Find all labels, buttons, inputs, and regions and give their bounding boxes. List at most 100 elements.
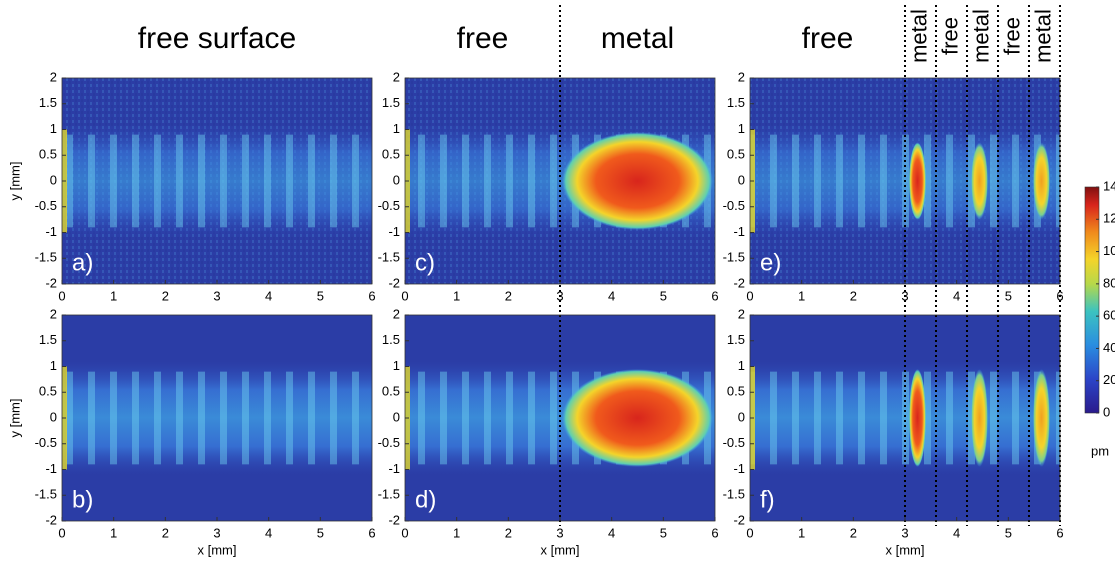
y-tick-label: 1 <box>738 121 745 136</box>
colorbar-tick-label: 100 <box>1103 243 1115 258</box>
y-tick-label: 1 <box>393 358 400 373</box>
x-tick-label: 3 <box>213 288 220 303</box>
column-header: free <box>457 22 509 55</box>
y-tick-label: 1.5 <box>727 332 745 347</box>
y-tick-label: -1.5 <box>378 487 400 502</box>
y-tick-label: -0.5 <box>35 198 57 213</box>
x-tick-label: 5 <box>1005 288 1012 303</box>
x-tick-label: 0 <box>746 525 753 540</box>
panel-label: f) <box>760 486 775 513</box>
y-tick-label: 0.5 <box>382 384 400 399</box>
panel-label: b) <box>72 486 93 513</box>
y-tick-label: -0.5 <box>378 198 400 213</box>
y-tick-label: 0 <box>50 409 57 424</box>
colorbar <box>1085 187 1099 413</box>
x-tick-label: 4 <box>953 525 960 540</box>
y-tick-label: 2 <box>393 306 400 321</box>
y-tick-label: -1 <box>45 461 57 476</box>
colorbar-tick-label: 60 <box>1103 308 1115 323</box>
y-tick-label: -1.5 <box>35 250 57 265</box>
column-header: free <box>802 22 854 55</box>
y-tick-label: 0.5 <box>727 147 745 162</box>
y-tick-label: 0.5 <box>39 147 57 162</box>
y-tick-label: 0.5 <box>727 384 745 399</box>
x-tick-label: 3 <box>213 525 220 540</box>
column-header: metal <box>968 9 993 63</box>
page: {"chart_data":[ {"type":"heatmap","label… <box>0 0 1115 565</box>
x-tick-label: 2 <box>850 288 857 303</box>
y-tick-label: 1.5 <box>727 95 745 110</box>
metal-region <box>909 369 926 467</box>
panel-label: c) <box>415 249 435 276</box>
y-tick-label: 2 <box>50 306 57 321</box>
y-axis-label: y [mm] <box>7 162 22 201</box>
y-tick-label: 2 <box>50 69 57 84</box>
metal-region <box>562 369 713 467</box>
x-tick-label: 4 <box>608 288 615 303</box>
y-tick-label: 1.5 <box>382 332 400 347</box>
x-tick-label: 0 <box>746 288 753 303</box>
x-tick-label: 5 <box>317 525 324 540</box>
y-tick-label: 1 <box>738 358 745 373</box>
colorbar-tick-label: 80 <box>1103 275 1115 290</box>
x-tick-label: 6 <box>368 288 375 303</box>
y-tick-label: 0 <box>393 172 400 187</box>
x-tick-label: 5 <box>1005 525 1012 540</box>
x-tick-label: 2 <box>162 525 169 540</box>
x-tick-label: 2 <box>162 288 169 303</box>
heatmap <box>62 78 372 284</box>
y-tick-label: 0.5 <box>382 147 400 162</box>
x-tick-label: 3 <box>901 525 908 540</box>
y-tick-label: 1.5 <box>39 332 57 347</box>
y-tick-label: 1.5 <box>382 95 400 110</box>
x-tick-label: 1 <box>453 288 460 303</box>
y-tick-label: -1 <box>45 224 57 239</box>
y-tick-label: -2 <box>733 275 745 290</box>
x-tick-label: 1 <box>453 525 460 540</box>
x-tick-label: 5 <box>317 288 324 303</box>
column-header: free surface <box>138 22 296 55</box>
x-tick-label: 6 <box>368 525 375 540</box>
x-tick-label: 2 <box>505 525 512 540</box>
y-tick-label: -1 <box>733 224 745 239</box>
x-tick-label: 1 <box>798 288 805 303</box>
y-tick-label: 1 <box>50 121 57 136</box>
metal-region <box>1033 142 1050 219</box>
colorbar-unit: pm <box>1091 443 1109 458</box>
y-tick-label: -0.5 <box>378 435 400 450</box>
x-tick-label: 0 <box>401 525 408 540</box>
y-tick-label: 2 <box>393 69 400 84</box>
heatmap <box>62 315 372 521</box>
x-tick-label: 2 <box>850 525 857 540</box>
y-tick-label: 1 <box>393 121 400 136</box>
y-tick-label: -0.5 <box>35 435 57 450</box>
metal-region <box>909 142 926 219</box>
y-tick-label: -0.5 <box>723 198 745 213</box>
heatmap-stripes <box>62 135 372 228</box>
y-axis-label: y [mm] <box>7 399 22 438</box>
x-tick-label: 0 <box>58 288 65 303</box>
y-tick-label: 0.5 <box>39 384 57 399</box>
x-tick-label: 0 <box>58 525 65 540</box>
y-tick-label: 0 <box>50 172 57 187</box>
x-tick-label: 1 <box>798 525 805 540</box>
y-tick-label: -1 <box>388 461 400 476</box>
y-tick-label: -2 <box>388 512 400 527</box>
x-tick-label: 5 <box>660 525 667 540</box>
figure: free surface-2-1.5-1-0.500.511.520123456… <box>0 0 1115 565</box>
y-tick-label: -1 <box>388 224 400 239</box>
y-tick-label: 0 <box>393 409 400 424</box>
x-tick-label: 4 <box>265 525 272 540</box>
x-tick-label: 5 <box>660 288 667 303</box>
y-tick-label: -0.5 <box>723 435 745 450</box>
x-tick-label: 4 <box>953 288 960 303</box>
x-tick-label: 0 <box>401 288 408 303</box>
metal-region <box>1033 369 1050 467</box>
column-header: metal <box>1030 9 1055 63</box>
panel-label: a) <box>72 249 93 276</box>
y-tick-label: -1.5 <box>378 250 400 265</box>
column-header: free <box>999 17 1024 55</box>
colorbar-tick-label: 40 <box>1103 340 1115 355</box>
heatmap-stripes <box>62 372 372 465</box>
x-tick-label: 6 <box>711 525 718 540</box>
